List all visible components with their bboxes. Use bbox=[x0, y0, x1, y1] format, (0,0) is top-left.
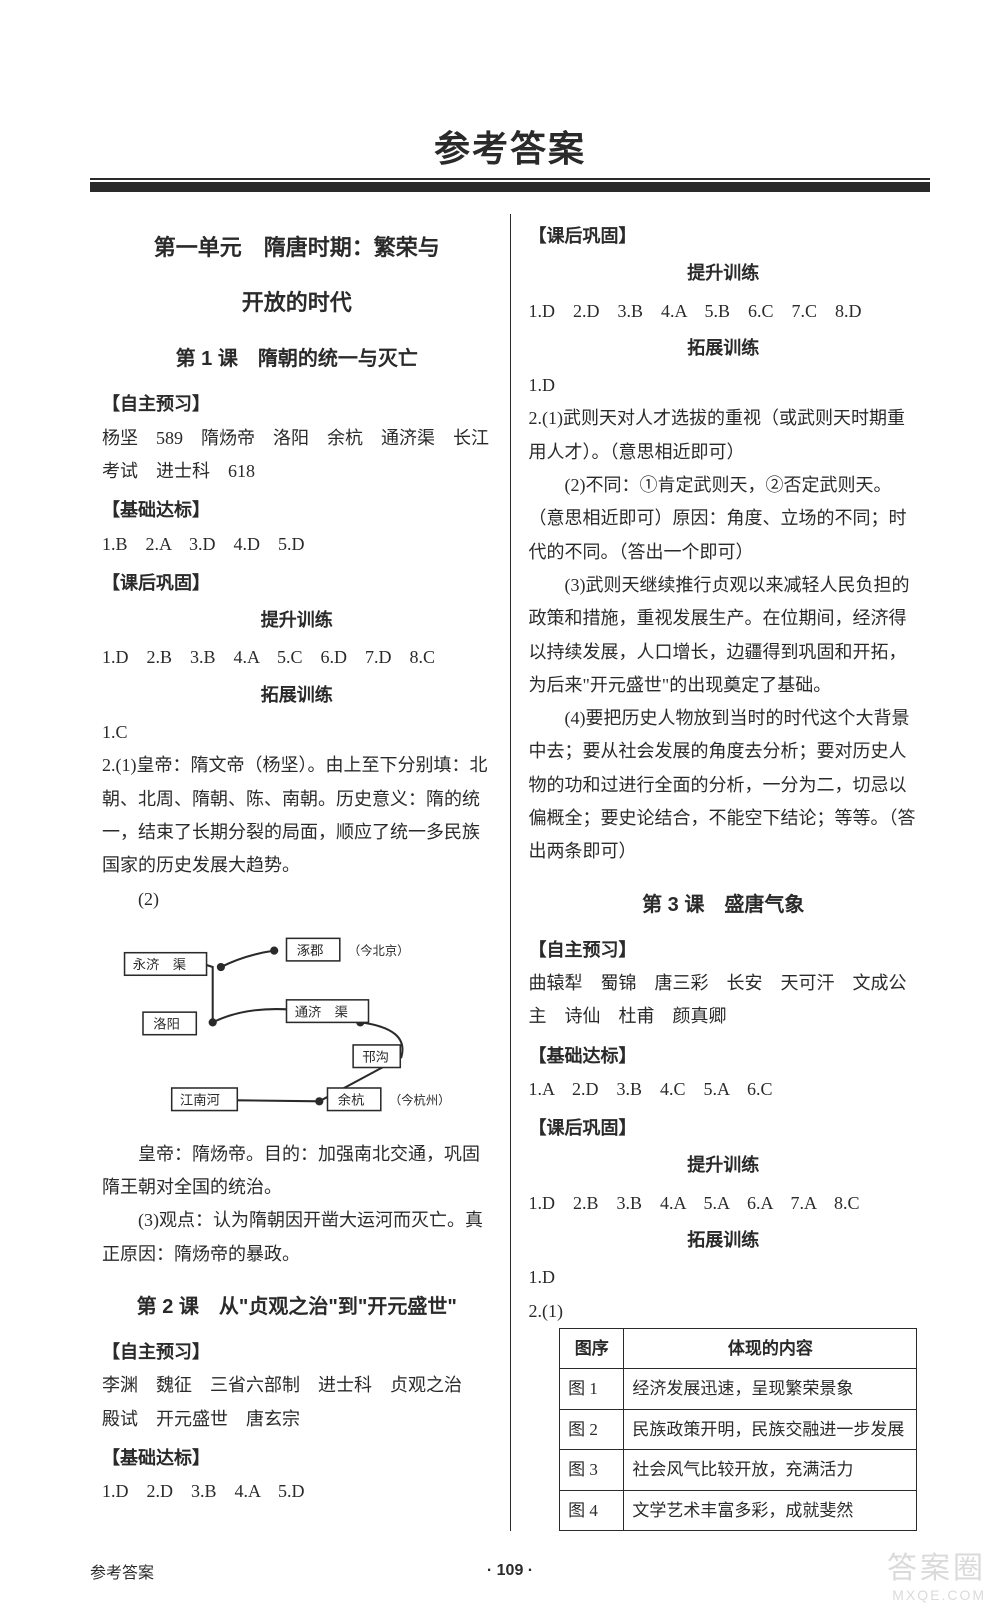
table-header-row: 图序 体现的内容 bbox=[560, 1328, 917, 1368]
page-footer: 参考答案 · 109 · bbox=[90, 1559, 930, 1583]
right-column: 【课后巩固】 提升训练 1.D 2.D 3.B 4.A 5.B 6.C 7.C … bbox=[511, 214, 931, 1531]
lesson3-kehou-label: 【课后巩固】 bbox=[529, 1112, 919, 1145]
left-column: 第一单元 隋唐时期：繁荣与 开放的时代 第 1 课 隋朝的统一与灭亡 【自主预习… bbox=[90, 214, 511, 1531]
lesson1-jichu-label: 【基础达标】 bbox=[102, 494, 492, 527]
lesson3-table: 图序 体现的内容 图 1 经济发展迅速，呈现繁荣景象 图 2 民族政策开明，民族… bbox=[559, 1328, 917, 1531]
title-divider-thick bbox=[90, 182, 930, 192]
lesson3-jichu-label: 【基础达标】 bbox=[529, 1040, 919, 1073]
unit-title-line2: 开放的时代 bbox=[102, 283, 492, 324]
lesson3-tisheng: 1.D 2.B 3.B 4.A 5.A 6.A 7.A 8.C bbox=[529, 1187, 919, 1220]
cell-2-0: 图 3 bbox=[560, 1450, 624, 1490]
cell-0-0: 图 1 bbox=[560, 1369, 624, 1409]
lesson3-tuozhan-heading: 拓展训练 bbox=[529, 1224, 919, 1257]
lesson3-tuozhan-2-intro: 2.(1) bbox=[529, 1295, 919, 1328]
cell-1-1: 民族政策开明，民族交融进一步发展 bbox=[624, 1409, 917, 1449]
lesson3-zizhu-label: 【自主预习】 bbox=[529, 934, 919, 967]
lesson2-tuozhan-heading: 拓展训练 bbox=[529, 332, 919, 365]
footer-left: 参考答案 bbox=[90, 1559, 370, 1583]
lesson1-tuozhan-2b: (2) bbox=[102, 883, 492, 916]
lesson2-title: 第 2 课 从"贞观之治"到"开元盛世" bbox=[102, 1289, 492, 1326]
page-title: 参考答案 bbox=[90, 120, 930, 172]
table-row: 图 4 文学艺术丰富多彩，成就斐然 bbox=[560, 1490, 917, 1530]
lesson1-tuozhan-2a: 2.(1)皇帝：隋文帝（杨坚）。由上至下分别填：北朝、北周、隋朝、陈、南朝。历史… bbox=[102, 749, 492, 882]
lesson2-tisheng-heading: 提升训练 bbox=[529, 257, 919, 290]
node-zhuojun-note: （今北京） bbox=[348, 943, 409, 958]
node-luoyang: 洛阳 bbox=[153, 1016, 180, 1031]
cell-2-1: 社会风气比较开放，充满活力 bbox=[624, 1450, 917, 1490]
content-columns: 第一单元 隋唐时期：繁荣与 开放的时代 第 1 课 隋朝的统一与灭亡 【自主预习… bbox=[90, 214, 930, 1531]
lesson1-after-diagram-1: 皇帝：隋炀帝。目的：加强南北交通，巩固隋王朝对全国的统治。 bbox=[102, 1138, 492, 1205]
lesson3-jichu: 1.A 2.D 3.B 4.C 5.A 6.C bbox=[529, 1073, 919, 1106]
lesson2-zizhu: 李渊 魏征 三省六部制 进士科 贞观之治 殿试 开元盛世 唐玄宗 bbox=[102, 1369, 492, 1436]
lesson3-title: 第 3 课 盛唐气象 bbox=[529, 887, 919, 924]
th-order: 图序 bbox=[560, 1328, 624, 1368]
node-yuhang: 余杭 bbox=[338, 1091, 365, 1107]
lesson2-jichu: 1.D 2.D 3.B 4.A 5.D bbox=[102, 1475, 492, 1508]
node-yongji: 永济 渠 bbox=[133, 957, 186, 972]
th-content: 体现的内容 bbox=[624, 1328, 917, 1368]
lesson1-tuozhan-1: 1.C bbox=[102, 716, 492, 749]
cell-1-0: 图 2 bbox=[560, 1409, 624, 1449]
grand-canal-diagram: 永济 渠 涿郡 （今北京） 洛阳 通济 渠 邗沟 江南河 余杭 （今杭州） bbox=[102, 924, 492, 1130]
watermark-top: 答案圈 bbox=[887, 1543, 986, 1587]
node-tongji: 通济 渠 bbox=[295, 1004, 348, 1019]
lesson2-tuozhan-2-4: (4)要把历史人物放到当时的时代这个大背景中去；要从社会发展的角度去分析；要对历… bbox=[529, 702, 919, 868]
table-row: 图 3 社会风气比较开放，充满活力 bbox=[560, 1450, 917, 1490]
cell-3-1: 文学艺术丰富多彩，成就斐然 bbox=[624, 1490, 917, 1530]
lesson1-tisheng-heading: 提升训练 bbox=[102, 604, 492, 637]
table-row: 图 2 民族政策开明，民族交融进一步发展 bbox=[560, 1409, 917, 1449]
lesson1-tuozhan-heading: 拓展训练 bbox=[102, 679, 492, 712]
lesson2-tuozhan-1: 1.D bbox=[529, 369, 919, 402]
answer-key-page: 参考答案 第一单元 隋唐时期：繁荣与 开放的时代 第 1 课 隋朝的统一与灭亡 … bbox=[0, 0, 1000, 1613]
lesson3-tisheng-heading: 提升训练 bbox=[529, 1149, 919, 1182]
lesson1-zizhu-label: 【自主预习】 bbox=[102, 388, 492, 421]
lesson2-tuozhan-2-1: 2.(1)武则天对人才选拔的重视（或武则天时期重用人才）。（意思相近即可） bbox=[529, 402, 919, 469]
title-divider-thin bbox=[90, 178, 930, 180]
lesson1-kehou-label: 【课后巩固】 bbox=[102, 567, 492, 600]
lesson1-after-diagram-2: (3)观点：认为隋朝因开凿大运河而灭亡。真正原因：隋炀帝的暴政。 bbox=[102, 1204, 492, 1271]
watermark: 答案圈 MXQE.COM bbox=[887, 1543, 986, 1603]
node-zhuojun: 涿郡 bbox=[297, 943, 324, 958]
table-row: 图 1 经济发展迅速，呈现繁荣景象 bbox=[560, 1369, 917, 1409]
canal-svg: 永济 渠 涿郡 （今北京） 洛阳 通济 渠 邗沟 江南河 余杭 （今杭州） bbox=[102, 924, 492, 1119]
lesson2-zizhu-label: 【自主预习】 bbox=[102, 1336, 492, 1369]
node-jiangnan: 江南河 bbox=[180, 1092, 220, 1107]
lesson3-tuozhan-1: 1.D bbox=[529, 1261, 919, 1294]
cell-3-0: 图 4 bbox=[560, 1490, 624, 1530]
lesson1-jichu: 1.B 2.A 3.D 4.D 5.D bbox=[102, 528, 492, 561]
lesson2-tuozhan-2-2: (2)不同：①肯定武则天，②否定武则天。（意思相近即可）原因：角度、立场的不同；… bbox=[529, 469, 919, 569]
node-hangou: 邗沟 bbox=[362, 1049, 389, 1064]
cell-0-1: 经济发展迅速，呈现繁荣景象 bbox=[624, 1369, 917, 1409]
watermark-bottom: MXQE.COM bbox=[892, 1587, 986, 1603]
lesson2-tuozhan-2-3: (3)武则天继续推行贞观以来减轻人民负担的政策和措施，重视发展生产。在位期间，经… bbox=[529, 569, 919, 702]
lesson1-tuozhan-2a-text: 2.(1)皇帝：隋文帝（杨坚）。由上至下分别填：北朝、北周、隋朝、陈、南朝。历史… bbox=[102, 755, 488, 875]
lesson1-zizhu: 杨坚 589 隋炀帝 洛阳 余杭 通济渠 长江 考试 进士科 618 bbox=[102, 422, 492, 489]
footer-page-num: · 109 · bbox=[370, 1562, 650, 1580]
lesson2-tisheng: 1.D 2.D 3.B 4.A 5.B 6.C 7.C 8.D bbox=[529, 295, 919, 328]
lesson3-zizhu: 曲辕犁 蜀锦 唐三彩 长安 天可汗 文成公主 诗仙 杜甫 颜真卿 bbox=[529, 967, 919, 1034]
lesson1-title: 第 1 课 隋朝的统一与灭亡 bbox=[102, 341, 492, 378]
node-yuhang-note: （今杭州） bbox=[389, 1092, 450, 1107]
lesson1-tisheng: 1.D 2.B 3.B 4.A 5.C 6.D 7.D 8.C bbox=[102, 641, 492, 674]
unit-title-line1: 第一单元 隋唐时期：繁荣与 bbox=[102, 228, 492, 269]
lesson2-jichu-label: 【基础达标】 bbox=[102, 1442, 492, 1475]
lesson2-kehou-label: 【课后巩固】 bbox=[529, 220, 919, 253]
